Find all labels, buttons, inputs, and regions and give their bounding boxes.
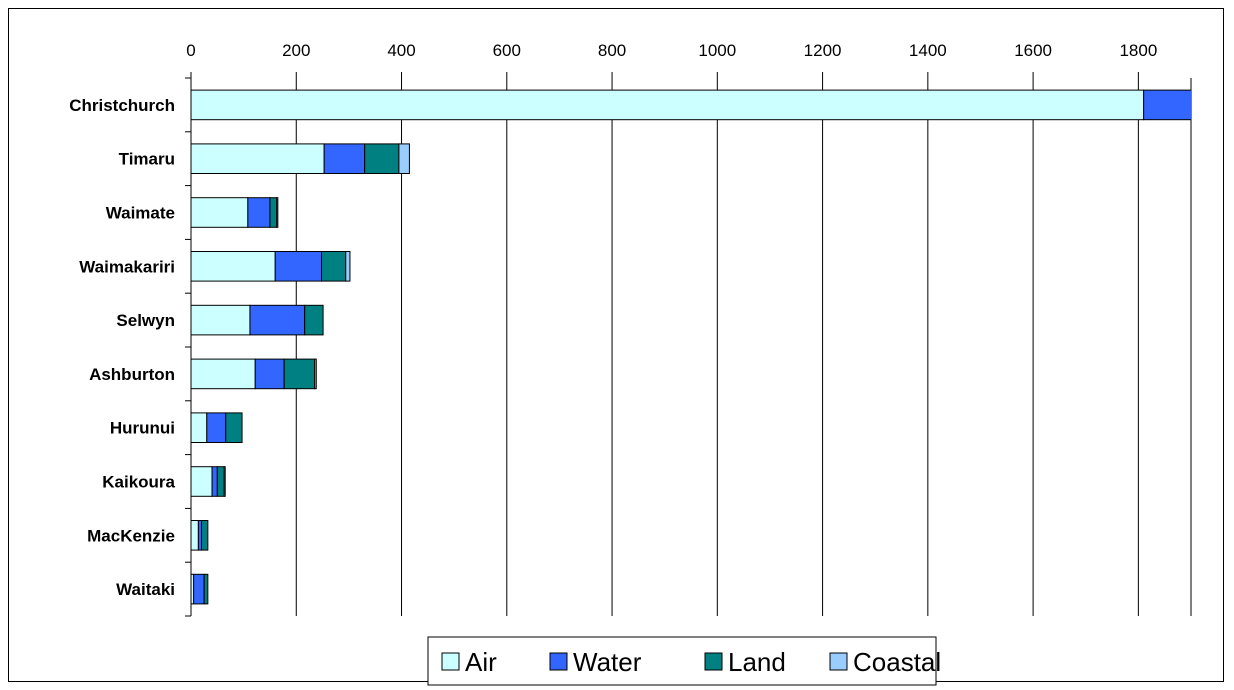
category-label: Kaikoura xyxy=(102,473,175,492)
category-labels: Christchurch Timaru Waimate Waimakariri Selw… xyxy=(69,96,175,599)
bar-water-christchurch xyxy=(1143,89,1191,121)
x-tick-label: 1200 xyxy=(804,41,842,60)
category-label: Selwyn xyxy=(116,311,175,330)
category-label: Christchurch xyxy=(69,96,175,115)
bar-land-waitaki xyxy=(203,573,209,605)
bar-air-christchurch xyxy=(191,89,1145,121)
bar-coastal-ashburton xyxy=(314,358,317,390)
category-label: Ashburton xyxy=(89,365,175,384)
category-label: Hurunui xyxy=(110,419,175,438)
bar-water-waimakariri xyxy=(274,251,323,282)
x-tick-label: 800 xyxy=(598,41,626,60)
x-tick-label: 200 xyxy=(282,41,310,60)
bar-land-waimate xyxy=(269,197,278,228)
legend-swatch-coastal xyxy=(829,652,848,671)
bar-water-ashburton xyxy=(254,358,285,390)
category-label: Waimakariri xyxy=(79,257,175,276)
bar-air-selwyn xyxy=(191,304,251,336)
bar-coastal-waimate xyxy=(276,197,279,228)
bar-air-kaikoura xyxy=(191,466,213,497)
legend: Air Water Land Coastal xyxy=(427,636,941,686)
bar-water-hurunui xyxy=(206,412,227,443)
bar-air-ashburton xyxy=(191,358,256,390)
bar-water-waimate xyxy=(247,197,271,228)
x-tick-label: 1800 xyxy=(1119,41,1157,60)
bar-land-mackenzie xyxy=(201,520,209,551)
legend-label-air: Air xyxy=(465,647,497,677)
bar-coastal-kaikoura xyxy=(223,466,226,497)
x-tick-label: 1000 xyxy=(698,41,736,60)
category-label: Timaru xyxy=(119,150,175,169)
legend-swatch-air xyxy=(441,652,460,671)
x-tick-labels: 0 200 400 600 800 1000 1200 1400 1600 1800 xyxy=(186,41,1157,60)
bar-air-hurunui xyxy=(191,412,208,443)
x-tick-label: 0 xyxy=(186,41,195,60)
legend-box xyxy=(427,636,937,686)
bar-water-timaru xyxy=(323,143,366,174)
bars xyxy=(191,89,1191,605)
legend-swatch-water xyxy=(549,652,568,671)
bar-land-ashburton xyxy=(283,358,316,390)
legend-swatch-land xyxy=(704,652,723,671)
bar-land-kaikoura xyxy=(216,466,225,497)
bar-water-kaikoura xyxy=(211,466,218,497)
gridlines xyxy=(295,78,1192,616)
x-tick-label: 400 xyxy=(387,41,415,60)
category-label: Waitaki xyxy=(116,580,175,599)
legend-label-land: Land xyxy=(728,647,786,677)
bar-air-waimakariri xyxy=(191,251,276,282)
legend-label-coastal: Coastal xyxy=(853,647,941,677)
bar-water-selwyn xyxy=(249,304,306,336)
bar-land-selwyn xyxy=(304,304,324,336)
bar-land-timaru xyxy=(364,143,400,174)
bar-air-waimate xyxy=(191,197,249,228)
x-tick-label: 1600 xyxy=(1014,41,1052,60)
bar-land-waimakariri xyxy=(321,251,347,282)
axes xyxy=(185,72,1139,617)
legend-label-water: Water xyxy=(573,647,642,677)
bar-air-mackenzie xyxy=(191,520,199,551)
bar-land-hurunui xyxy=(225,412,243,443)
bar-coastal-timaru xyxy=(398,143,410,174)
category-label: MacKenzie xyxy=(87,526,175,545)
x-tick-label: 1400 xyxy=(909,41,947,60)
bar-coastal-waimakariri xyxy=(345,251,351,282)
chart-frame xyxy=(8,8,1224,682)
category-label: Waimate xyxy=(106,204,175,223)
bar-water-waitaki xyxy=(193,573,205,605)
x-tick-label: 600 xyxy=(493,41,521,60)
bar-air-timaru xyxy=(191,143,325,174)
